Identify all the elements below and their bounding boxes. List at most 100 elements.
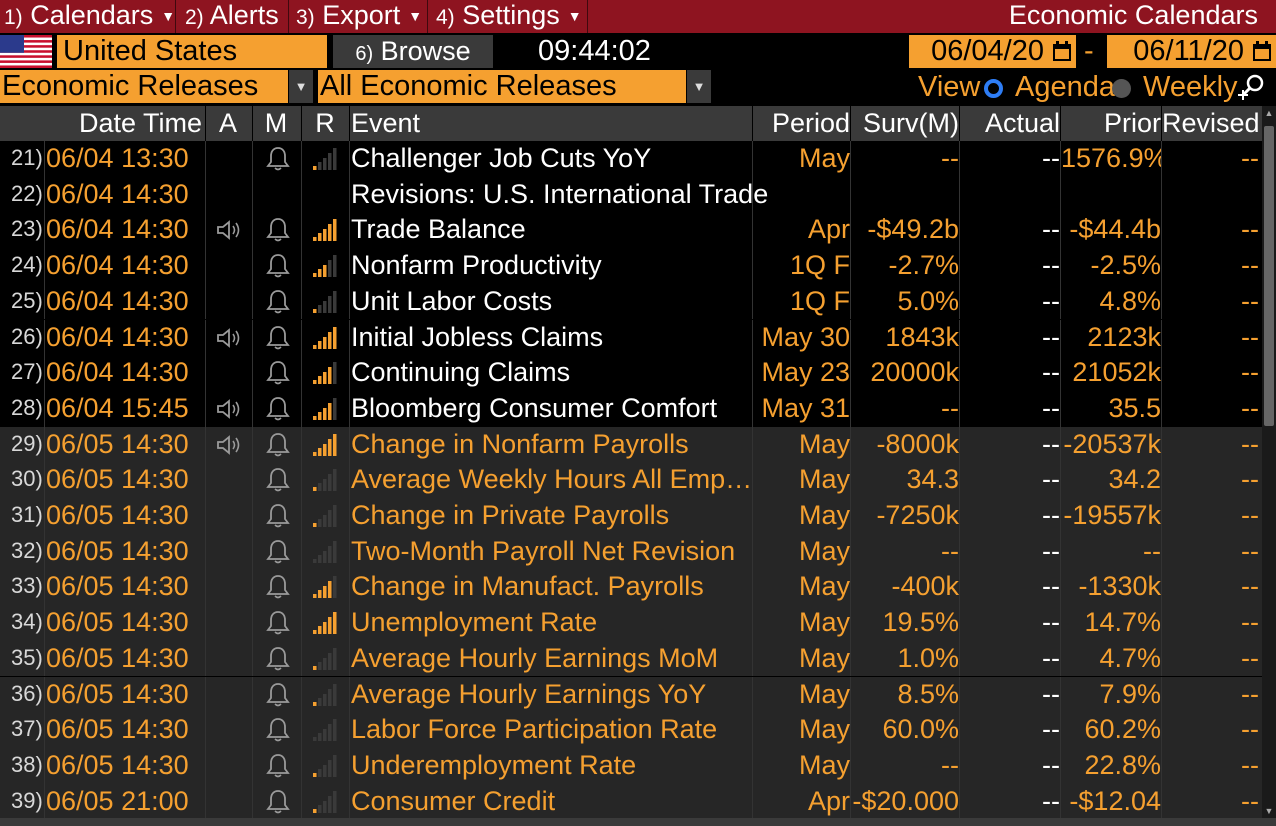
table-row[interactable]: 25) 06/04 14:30 Unit Labor Costs 1Q F 5.0% --…: [0, 283, 1262, 320]
date-from-field[interactable]: 06/04/20: [909, 35, 1076, 68]
speaker-icon[interactable]: [216, 327, 242, 348]
relevance-bar: [323, 622, 327, 635]
bell-icon[interactable]: [266, 539, 290, 565]
bell-icon[interactable]: [266, 574, 290, 600]
radio-agenda[interactable]: [984, 79, 1003, 98]
menu-export[interactable]: 3) Export ▼: [296, 0, 423, 30]
column-divider: [44, 319, 45, 356]
table-row[interactable]: 27) 06/04 14:30 Continuing Claims May 23 200…: [0, 355, 1262, 391]
bell-icon[interactable]: [266, 289, 290, 315]
row-number: 26): [11, 323, 43, 349]
bell-icon[interactable]: [266, 467, 290, 493]
speaker-icon[interactable]: [216, 434, 242, 455]
calendar-icon[interactable]: [1051, 41, 1073, 63]
scrollbar[interactable]: ▲ ▼: [1262, 106, 1276, 818]
radio-weekly[interactable]: [1112, 79, 1131, 98]
row-event: Continuing Claims: [351, 357, 571, 388]
row-prior: 2123k: [1087, 321, 1161, 352]
menu-settings[interactable]: 4) Settings ▼: [436, 0, 582, 30]
dropdown-arrow-icon[interactable]: ▼: [289, 70, 313, 103]
menu-calendars[interactable]: 1) Calendars ▼: [4, 0, 176, 30]
browse-button[interactable]: 6) Browse: [333, 35, 493, 68]
bell-icon[interactable]: [266, 217, 290, 243]
bell-icon[interactable]: [266, 789, 290, 815]
table-row[interactable]: 22) 06/04 14:30 Revisions: U.S. Internati…: [0, 176, 1262, 213]
bell-icon[interactable]: [266, 753, 290, 779]
bell-icon[interactable]: [266, 682, 290, 708]
scroll-thumb[interactable]: [1264, 126, 1274, 426]
bell-icon[interactable]: [266, 610, 290, 636]
table-row[interactable]: 31) 06/05 14:30 Change in Private Payrolls…: [0, 498, 1262, 534]
table-row[interactable]: 34) 06/05 14:30 Unemployment Rate May 19.5% -…: [0, 605, 1262, 641]
column-divider: [44, 390, 45, 427]
column-divider: [1060, 533, 1061, 570]
table-row[interactable]: 35) 06/05 14:30 Average Hourly Earnings Mo…: [0, 640, 1262, 677]
subcategory-select[interactable]: All Economic Releases: [318, 70, 686, 103]
bell-icon[interactable]: [266, 503, 290, 529]
column-divider: [252, 141, 253, 177]
bell-icon[interactable]: [266, 646, 290, 672]
bell-icon[interactable]: [266, 432, 290, 458]
table-row[interactable]: 23) 06/04 14:30 Trade Balance Apr -$49.2b -- -…: [0, 212, 1262, 249]
table-row[interactable]: 33) 06/05 14:30 Change in Manufact. Payrol…: [0, 569, 1262, 606]
table-row[interactable]: 38) 06/05 14:30 Underemployment Rate May -- -…: [0, 747, 1262, 784]
bell-icon[interactable]: [266, 325, 290, 351]
speaker-icon[interactable]: [216, 220, 242, 241]
row-event: Change in Nonfarm Payrolls: [351, 428, 689, 459]
relevance-bars-icon: [313, 790, 337, 813]
view-option-weekly[interactable]: Weekly: [1143, 71, 1238, 103]
view-option-agenda[interactable]: Agenda: [1015, 71, 1115, 103]
col-a[interactable]: A: [218, 108, 237, 138]
col-revised[interactable]: Revised: [1162, 108, 1260, 138]
col-datetime[interactable]: Date Time: [78, 108, 202, 138]
column-divider: [44, 248, 45, 284]
table-row[interactable]: 39) 06/05 21:00 Consumer Credit Apr -$20.000…: [0, 783, 1262, 818]
bell-icon[interactable]: [266, 146, 290, 172]
col-surv[interactable]: Surv(M): [863, 108, 959, 138]
column-divider: [1161, 640, 1162, 677]
table-row[interactable]: 30) 06/05 14:30 Average Weekly Hours All E…: [0, 462, 1262, 498]
table-row[interactable]: 29) 06/05 14:30 Change in Nonfarm Payrolls…: [0, 426, 1262, 463]
bell-icon[interactable]: [266, 396, 290, 422]
column-divider: [850, 141, 851, 177]
menu-alerts[interactable]: 2) Alerts: [185, 0, 279, 30]
col-prior[interactable]: Prior: [1103, 108, 1161, 138]
category-select[interactable]: Economic Releases: [0, 70, 288, 103]
table-row[interactable]: 37) 06/05 14:30 Labor Force Participation …: [0, 712, 1262, 748]
relevance-bar: [313, 487, 317, 492]
speaker-icon[interactable]: [216, 398, 242, 419]
column-divider: [349, 569, 350, 606]
search-plus-icon[interactable]: [1236, 73, 1266, 101]
col-actual[interactable]: Actual: [984, 108, 1060, 138]
column-divider: [959, 319, 960, 356]
relevance-bar: [323, 372, 327, 385]
col-event[interactable]: Event: [351, 108, 421, 138]
col-m[interactable]: M: [264, 108, 288, 138]
date-to-field[interactable]: 06/11/20: [1107, 35, 1276, 68]
table-row[interactable]: 24) 06/04 14:30 Nonfarm Productivity 1Q F -2…: [0, 248, 1262, 284]
calendar-icon[interactable]: [1251, 41, 1273, 63]
dropdown-arrow-icon[interactable]: ▼: [687, 70, 711, 103]
col-period[interactable]: Period: [771, 108, 850, 138]
scroll-up-icon[interactable]: ▲: [1264, 108, 1274, 118]
row-datetime: 06/05 14:30: [46, 678, 189, 709]
bell-icon[interactable]: [266, 717, 290, 743]
table-row[interactable]: 32) 06/05 14:30 Two-Month Payroll Net Revi…: [0, 533, 1262, 570]
country-field[interactable]: United States: [57, 35, 327, 68]
scroll-down-icon[interactable]: ▼: [1264, 806, 1274, 816]
row-event: Change in Private Payrolls: [351, 500, 670, 530]
table-row[interactable]: 28) 06/04 15:45 Bloomberg Consumer Comfort…: [0, 390, 1262, 427]
col-r[interactable]: R: [315, 108, 335, 138]
relevance-bar: [323, 443, 327, 456]
row-survey: -2.7%: [888, 250, 959, 281]
table-row[interactable]: 21) 06/04 13:30 Challenger Job Cuts YoY May…: [0, 141, 1262, 177]
relevance-bar: [313, 166, 317, 170]
column-divider: [252, 498, 253, 534]
bell-icon[interactable]: [266, 253, 290, 279]
table-row[interactable]: 26) 06/04 14:30 Initial Jobless Claims May …: [0, 319, 1262, 356]
table-row[interactable]: 36) 06/05 14:30 Average Hourly Earnings Yo…: [0, 676, 1262, 713]
row-prior: 1576.9%: [1061, 143, 1161, 173]
relevance-bar: [323, 265, 327, 278]
column-divider: [1161, 712, 1162, 748]
bell-icon[interactable]: [266, 360, 290, 386]
